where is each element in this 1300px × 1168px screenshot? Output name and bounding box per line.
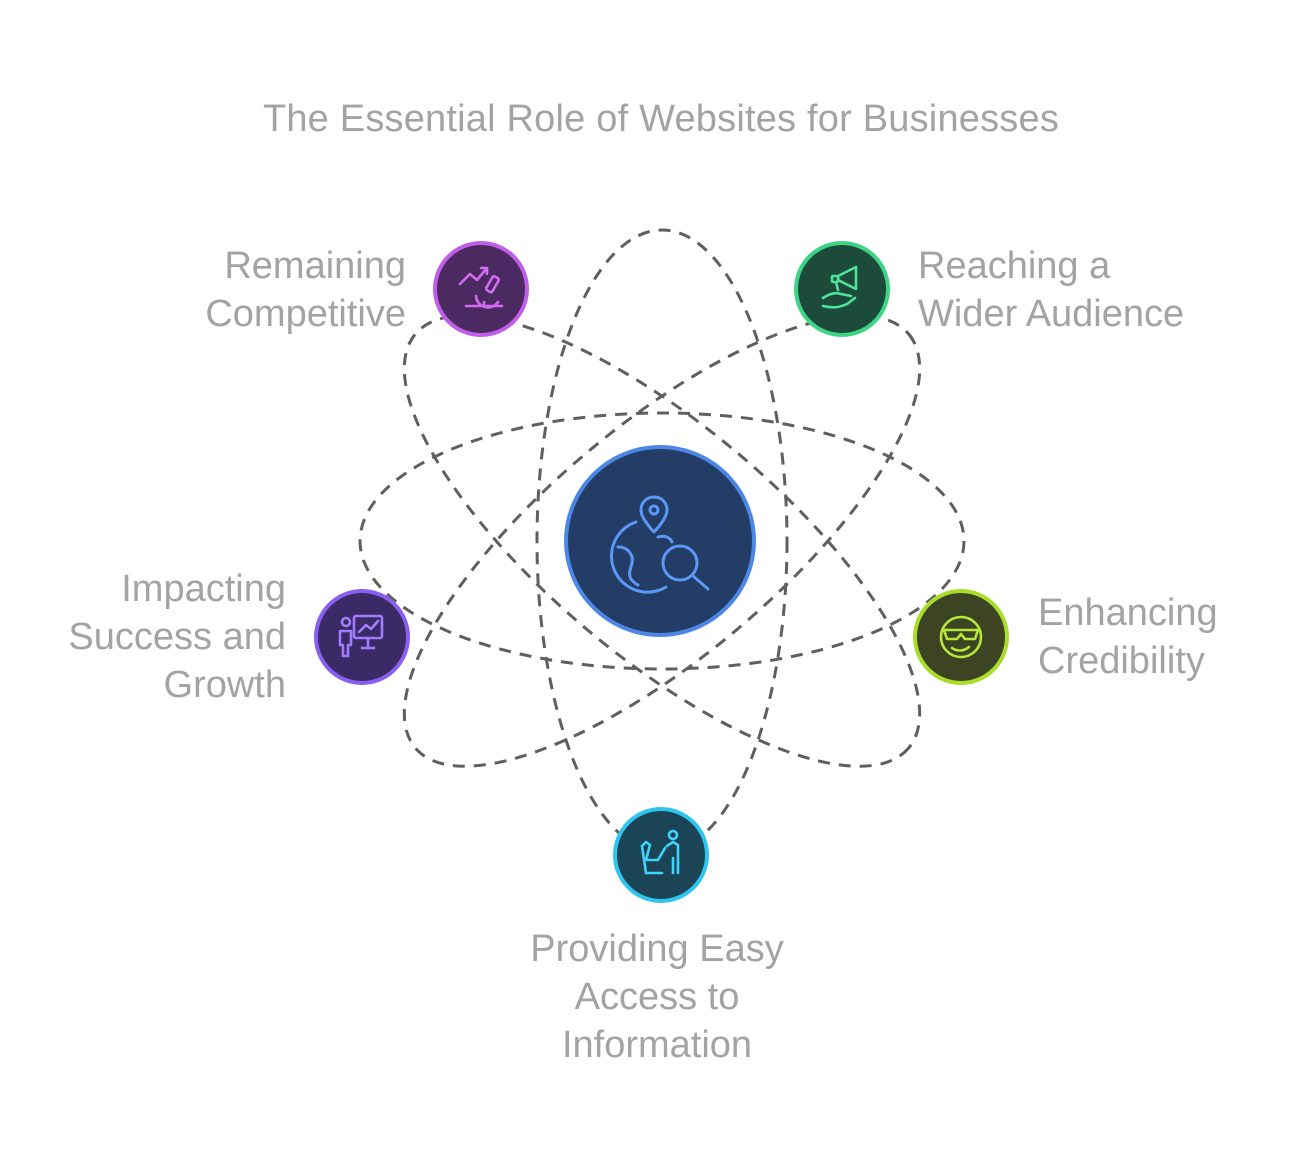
orbit-diagonal-a [402,314,922,768]
megaphone-hand-icon [821,265,858,309]
node-enhancing-credibility [913,589,1009,685]
label-reaching-wider-audience: Reaching a Wider Audience [918,245,1185,335]
orbit-horizontal [358,411,966,671]
orbit-diagonal-b [402,314,922,768]
node-impacting-success-growth [314,589,410,685]
diagram-title: The Essential Role of Websites for Busin… [262,98,1060,140]
label-providing-easy-access: Providing Easy Access to Information [530,928,784,1066]
label-remaining-competitive: Remaining Competitive [205,245,406,335]
node-remaining-competitive [433,241,529,337]
cool-sunglasses-icon [939,615,983,659]
node-reaching-wider-audience [794,241,890,337]
center-node [564,445,756,637]
presentation-growth-icon [338,614,384,658]
globe-search-icon [610,495,710,594]
label-impacting-success-growth: Impacting Success and Growth [68,568,286,706]
person-at-desk-icon [640,829,680,875]
label-enhancing-credibility: Enhancing Credibility [1038,592,1218,682]
node-providing-easy-access [613,807,709,903]
microscope-growth-icon [458,266,504,309]
